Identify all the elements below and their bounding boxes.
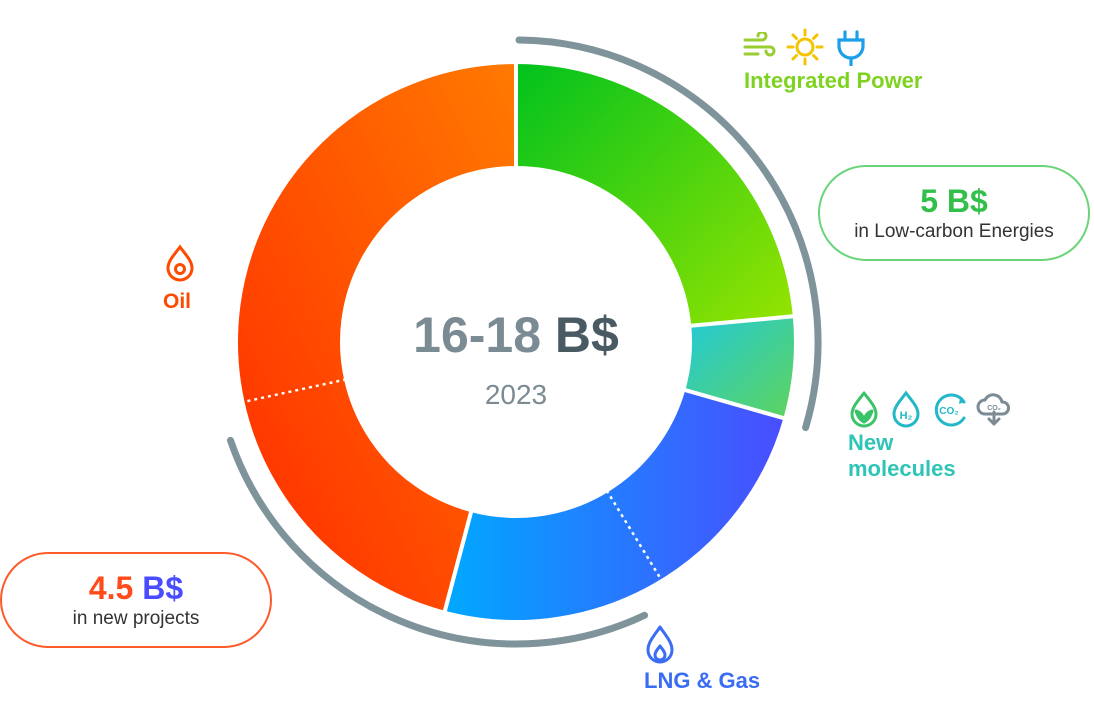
bracket-new-projects bbox=[226, 436, 649, 648]
co2-storage-icon: CO₂ bbox=[974, 392, 1014, 428]
sun-icon bbox=[786, 28, 824, 66]
center-total-unit: B$ bbox=[555, 307, 619, 363]
bracket-low-carbon bbox=[515, 36, 822, 432]
new-projects-amount-number: 4.5 bbox=[88, 570, 143, 606]
new-projects-pill: 4.5 B$ in new projects bbox=[0, 552, 272, 648]
label-new-molecules-line1: New bbox=[848, 430, 894, 455]
h2-icon: H₂ bbox=[888, 390, 924, 428]
new-projects-amount-unit: B$ bbox=[142, 570, 184, 606]
svg-text:H₂: H₂ bbox=[900, 410, 913, 422]
new-projects-text: in new projects bbox=[72, 608, 200, 629]
label-integrated-power: Integrated Power bbox=[744, 68, 923, 93]
low-carbon-amount: 5 B$ bbox=[920, 183, 988, 219]
low-carbon-pill: 5 B$ in Low-carbon Energies bbox=[818, 165, 1090, 261]
svg-text:CO₂: CO₂ bbox=[987, 405, 1001, 412]
co2-capture-icon: CO₂ bbox=[930, 392, 970, 428]
center-total-value: 16-18 B$ bbox=[413, 307, 619, 363]
low-carbon-text: in Low-carbon Energies bbox=[854, 221, 1054, 242]
plug-icon bbox=[834, 30, 868, 67]
segment-lng-gas bbox=[441, 387, 788, 624]
leaf-drop-icon bbox=[846, 390, 882, 428]
label-new-molecules-line2: molecules bbox=[848, 456, 956, 481]
oil-drop-icon bbox=[164, 244, 196, 282]
svg-text:CO₂: CO₂ bbox=[939, 406, 958, 417]
new-projects-amount: 4.5 B$ bbox=[89, 570, 183, 606]
label-lng-gas: LNG & Gas bbox=[644, 668, 761, 693]
segment-integrated-power bbox=[514, 59, 797, 329]
center-total-number: 16-18 bbox=[413, 307, 555, 363]
label-new-molecules: New molecules bbox=[848, 430, 956, 482]
center-year: 2023 bbox=[485, 379, 547, 410]
segment-oil bbox=[234, 59, 518, 616]
gas-flame-icon bbox=[644, 624, 676, 664]
wind-icon bbox=[742, 30, 776, 62]
label-oil: Oil bbox=[163, 290, 192, 313]
